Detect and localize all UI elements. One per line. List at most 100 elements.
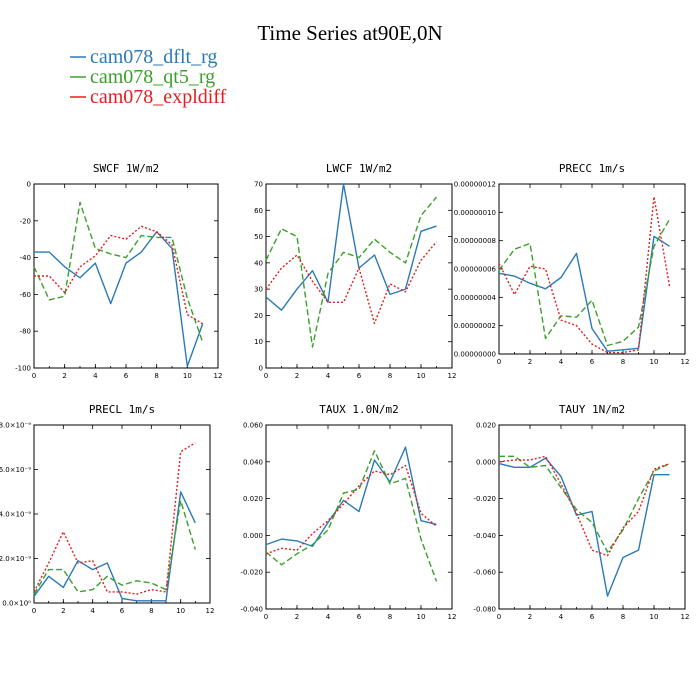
x-tick-label: 2 <box>62 372 66 380</box>
x-tick-label: 8 <box>149 607 153 615</box>
x-tick-label: 6 <box>357 613 362 621</box>
series-line-2 <box>265 450 438 582</box>
series-line-2 <box>265 196 438 348</box>
chart-panel-1: SWCF 1W/m2 0 2 4 6 8 10 12 -100 -80 -60 -40 -20 0 <box>15 162 222 380</box>
y-tick-label: 10 <box>254 338 263 346</box>
panel-title: PRECL 1m/s <box>89 403 155 416</box>
x-tick-label: 10 <box>417 372 426 380</box>
x-tick-label: 0 <box>497 358 501 366</box>
x-tick-label: 12 <box>681 358 690 366</box>
series-line-3 <box>265 241 438 324</box>
x-tick-label: 2 <box>61 607 65 615</box>
y-tick-label: 0.00000012 <box>454 181 496 189</box>
y-tick-label: -0.020 <box>240 569 263 577</box>
x-tick-label: 0 <box>497 613 501 621</box>
y-tick-label: -60 <box>20 291 31 299</box>
x-tick-label: 8 <box>154 372 158 380</box>
legend: cam078_dflt_rg cam078_qt5_rg cam078_expl… <box>70 46 227 108</box>
chart-panel-2: LWCF 1W/m2 0 2 4 6 8 10 12 0 10 20 30 40 50 60 70 <box>254 162 456 380</box>
x-tick-label: 8 <box>621 358 625 366</box>
figure-title: Time Series at90E,0N <box>257 21 442 45</box>
panel-title: SWCF 1W/m2 <box>93 162 159 175</box>
series-line-2 <box>33 499 196 595</box>
plot-frame <box>498 424 686 610</box>
x-tick-label: 12 <box>448 372 457 380</box>
y-tick-label: 0.020 <box>476 422 496 430</box>
series-line-3 <box>498 196 671 354</box>
series-line-2 <box>499 455 670 553</box>
y-tick-label: 0.00000000 <box>454 351 496 359</box>
x-tick-label: 6 <box>120 607 125 615</box>
x-tick-label: 0 <box>32 372 36 380</box>
series-line-1 <box>498 457 670 597</box>
plot-frame <box>265 424 453 610</box>
series-line-3 <box>34 225 204 325</box>
y-tick-label: 30 <box>254 286 263 294</box>
series-line-3 <box>265 464 437 555</box>
panel-title: TAUY 1N/m2 <box>559 403 625 416</box>
x-tick-label: 10 <box>417 613 426 621</box>
x-tick-label: 8 <box>388 372 392 380</box>
y-tick-label: 0.0×10⁰ <box>2 600 31 608</box>
x-tick-label: 2 <box>295 372 299 380</box>
legend-item-3: cam078_expldiff <box>70 86 227 108</box>
x-tick-label: 4 <box>326 372 331 380</box>
y-tick-label: 6.0×10⁻⁹ <box>0 466 31 474</box>
chart-panel-3: PRECC 1m/s 0 2 4 6 8 10 12 0.00000000 0.00000002 0… <box>454 162 690 366</box>
chart-panel-4: PRECL 1m/s 0 2 4 6 8 10 12 0.0×10⁰ 2.0×10⁻⁹ 4.0×10… <box>0 403 214 615</box>
plot-frame <box>33 183 219 369</box>
y-tick-label: 0 <box>259 365 263 373</box>
x-tick-label: 10 <box>650 358 659 366</box>
x-tick-label: 4 <box>90 607 95 615</box>
y-tick-label: 8.0×10⁻⁹ <box>0 422 31 430</box>
x-tick-label: 0 <box>32 607 36 615</box>
y-tick-label: 0 <box>27 181 31 189</box>
x-tick-label: 4 <box>326 613 331 621</box>
y-tick-label: 0.020 <box>243 495 263 503</box>
y-tick-label: 0.000 <box>243 532 263 540</box>
x-tick-label: 2 <box>528 613 532 621</box>
series-line-1 <box>34 231 204 367</box>
y-tick-label: 0.060 <box>243 422 263 430</box>
y-tick-label: 0.000 <box>476 458 496 466</box>
legend-label-3: cam078_expldiff <box>90 86 227 108</box>
y-tick-label: 0.00000004 <box>454 294 497 302</box>
series-line-1 <box>265 183 437 311</box>
x-tick-label: 8 <box>621 613 625 621</box>
x-tick-label: 2 <box>528 358 532 366</box>
x-tick-label: 0 <box>264 613 268 621</box>
y-tick-label: -100 <box>15 365 31 373</box>
panel-title: LWCF 1W/m2 <box>326 162 392 175</box>
x-tick-label: 12 <box>206 607 215 615</box>
y-tick-label: -0.060 <box>473 569 496 577</box>
y-tick-label: 0.00000010 <box>454 209 496 217</box>
chart-panel-5: TAUX 1.0N/m2 0 2 4 6 8 10 12 -0.040 -0.020 0.000 0.… <box>240 403 456 621</box>
x-tick-label: 10 <box>183 372 192 380</box>
y-tick-label: -40 <box>20 254 31 262</box>
panels: SWCF 1W/m20 2 4 6 8 10 12-100-80-60-40-200LWCF… <box>0 162 689 621</box>
series-line-3 <box>33 442 196 595</box>
x-tick-label: 12 <box>214 372 223 380</box>
panel-title: TAUX 1.0N/m2 <box>319 403 398 416</box>
x-tick-label: 4 <box>559 613 564 621</box>
y-tick-label: 0.040 <box>243 458 263 466</box>
legend-item-1: cam078_dflt_rg <box>70 46 217 68</box>
plot-frame <box>33 424 211 604</box>
y-tick-label: 0.00000006 <box>454 266 497 274</box>
x-tick-label: 12 <box>448 613 457 621</box>
y-tick-label: 4.0×10⁻⁹ <box>0 511 31 519</box>
y-tick-label: 60 <box>254 207 263 215</box>
y-tick-label: -0.040 <box>240 606 263 614</box>
y-tick-label: 20 <box>254 312 263 320</box>
chart-panel-6: TAUY 1N/m2 0 2 4 6 8 10 12 -0.080 -0.060 -0.040 -0.… <box>473 403 689 621</box>
x-tick-label: 6 <box>590 358 595 366</box>
y-tick-label: 0.00000008 <box>454 237 496 245</box>
x-tick-label: 10 <box>650 613 659 621</box>
y-tick-label: 40 <box>254 259 263 267</box>
x-tick-label: 6 <box>124 372 129 380</box>
y-tick-label: 50 <box>254 233 263 241</box>
x-tick-label: 6 <box>590 613 595 621</box>
y-tick-label: 70 <box>254 181 263 189</box>
legend-item-2: cam078_qt5_rg <box>70 66 215 88</box>
x-tick-label: 4 <box>559 358 564 366</box>
